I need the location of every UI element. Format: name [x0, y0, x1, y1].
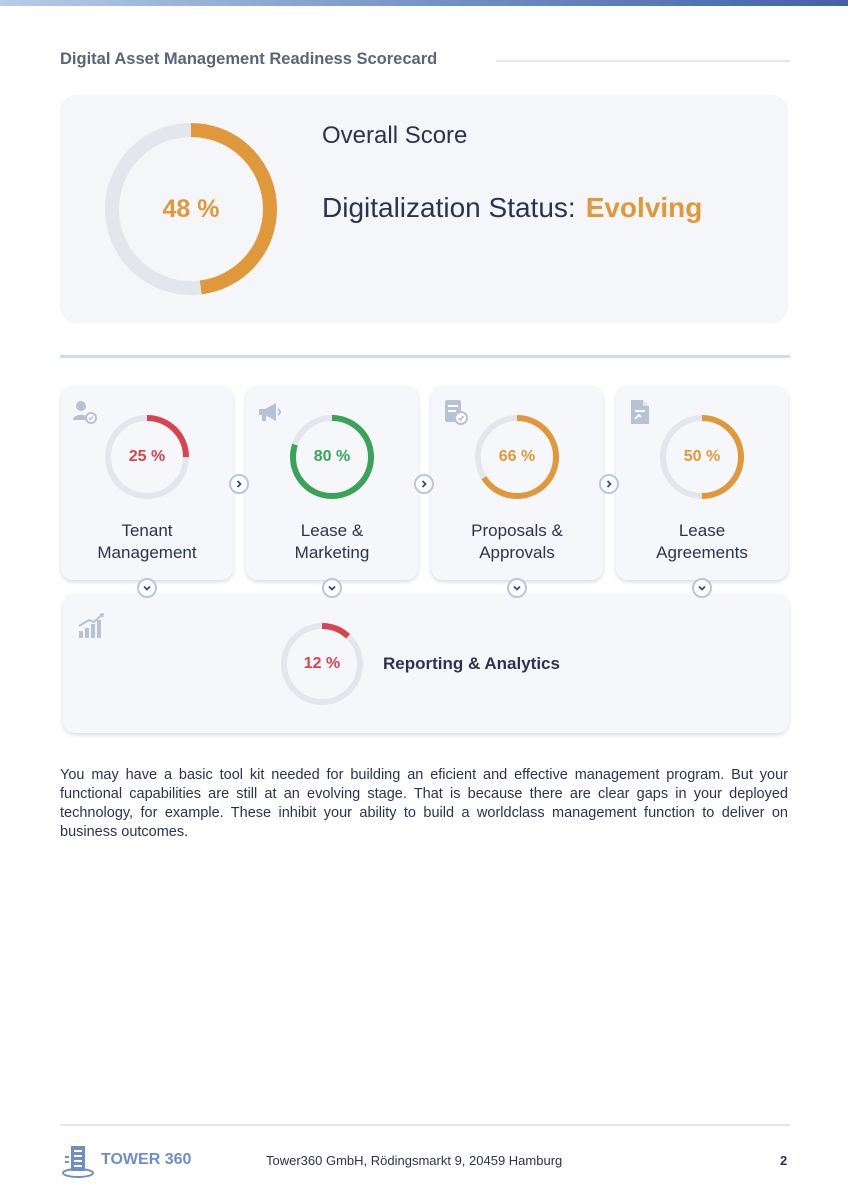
category-name: Tenant Management	[67, 520, 227, 564]
category-name-line-1: Lease	[678, 521, 726, 540]
overall-score-donut	[105, 123, 277, 295]
category-card-proposals-approvals[interactable]: 66 % Proposals & Approvals	[431, 386, 603, 580]
tower-logo-icon	[62, 1146, 94, 1178]
donut-arc	[281, 623, 363, 705]
reporting-analytics-card[interactable]: 12 % Reporting & Analytics	[63, 594, 789, 733]
page-header: Digital Asset Management Readiness Score…	[60, 50, 790, 72]
summary-paragraph: You may have a basic tool kit needed for…	[60, 767, 788, 840]
category-name: Proposals & Approvals	[437, 520, 597, 564]
donut-arc	[290, 415, 374, 499]
digitalization-status: Digitalization Status: Evolving	[322, 192, 702, 224]
footer-address: Tower360 GmbH, Rödingsmarkt 9, 20459 Ham…	[266, 1153, 563, 1168]
percent-label: 80 %	[313, 448, 351, 465]
category-name-line-1: Tenant	[121, 521, 173, 540]
lease-marketing-donut	[290, 415, 374, 499]
donut-arc	[475, 415, 559, 499]
users-icon	[73, 401, 97, 424]
percent-label: 66 %	[498, 448, 536, 465]
reporting-analytics-label: Reporting & Analytics	[383, 654, 560, 673]
overall-score-card: 48 % Overall Score Digitalization Status…	[60, 95, 788, 323]
top-accent-bar	[0, 0, 848, 6]
category-card-tenant-management[interactable]: 25 % Tenant Management	[61, 386, 233, 580]
donut-arc	[105, 415, 189, 499]
page-title: Digital Asset Management Readiness Score…	[60, 50, 446, 69]
category-name: Lease & Marketing	[252, 520, 412, 564]
overall-score-value: 48 %	[162, 194, 220, 223]
bar-chart-growth-icon	[78, 613, 104, 638]
tenant-management-donut	[105, 415, 189, 499]
page-number: 2	[780, 1153, 788, 1168]
overall-donut-arc	[105, 123, 277, 295]
proposals-approvals-donut	[475, 415, 559, 499]
category-name-line-2: Management	[97, 543, 197, 562]
percent-label: 12 %	[303, 655, 341, 672]
overall-score-heading: Overall Score	[322, 122, 468, 149]
chevron-right-icon[interactable]	[414, 474, 434, 494]
reporting-analytics-donut	[281, 623, 363, 705]
chevron-down-icon[interactable]	[322, 578, 342, 598]
status-value: Evolving	[585, 192, 703, 223]
chevron-down-icon[interactable]	[692, 578, 712, 598]
lease-agreements-donut	[660, 415, 744, 499]
category-card-lease-agreements[interactable]: 50 % Lease Agreements	[616, 386, 788, 580]
footer-rule	[60, 1124, 790, 1126]
chevron-down-icon[interactable]	[137, 578, 157, 598]
percent-label: 25 %	[128, 448, 166, 465]
category-name: Lease Agreements	[622, 520, 782, 564]
section-divider	[60, 355, 790, 358]
contract-document-icon	[631, 400, 649, 424]
percent-label: 50 %	[683, 448, 721, 465]
chevron-right-icon[interactable]	[229, 474, 249, 494]
megaphone-icon	[259, 403, 281, 421]
donut-arc	[660, 415, 744, 499]
chevron-down-icon[interactable]	[507, 578, 527, 598]
category-name-line-2: Approvals	[479, 543, 555, 562]
chevron-right-icon[interactable]	[599, 474, 619, 494]
category-name-line-1: Lease &	[300, 521, 364, 540]
category-name-line-1: Proposals &	[471, 521, 563, 540]
category-card-lease-marketing[interactable]: 80 % Lease & Marketing	[246, 386, 418, 580]
category-name-line-2: Marketing	[294, 543, 370, 562]
status-label: Digitalization Status:	[322, 192, 576, 223]
category-name-line-2: Agreements	[656, 543, 748, 562]
footer-brand: TOWER 360	[101, 1151, 192, 1168]
header-rule	[496, 60, 790, 62]
approval-document-icon	[445, 400, 468, 425]
